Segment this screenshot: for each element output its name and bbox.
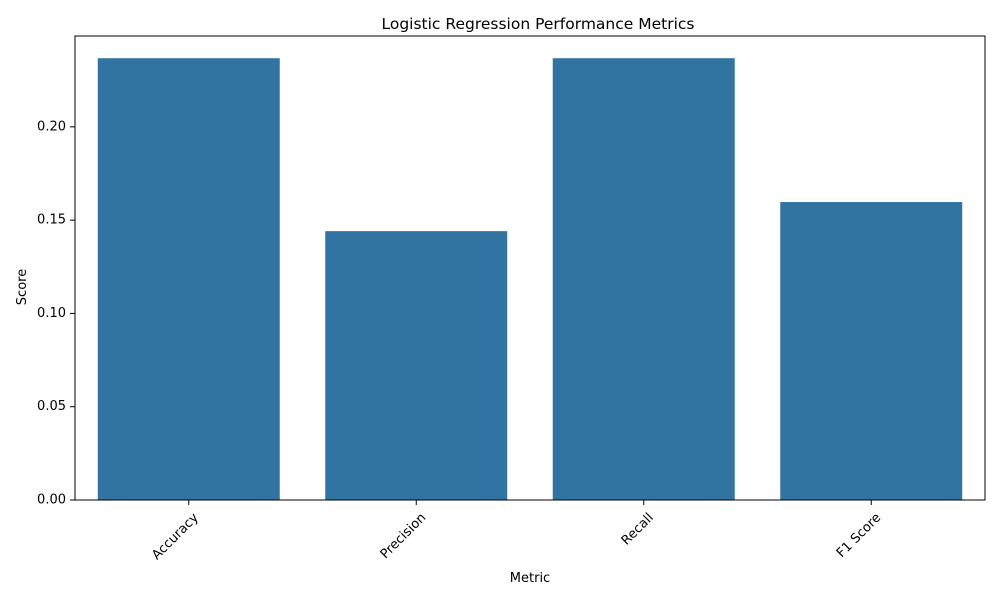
y-tick-label: 0.15 bbox=[37, 213, 66, 228]
bar-accuracy bbox=[97, 58, 280, 501]
bar-f1-score bbox=[780, 202, 963, 501]
x-tick-label: Recall bbox=[619, 510, 657, 548]
x-axis-label: Metric bbox=[510, 571, 550, 586]
y-axis-ticks: 0.00 0.05 0.10 0.15 0.20 bbox=[37, 119, 75, 508]
bar-recall bbox=[552, 58, 735, 501]
bar-precision bbox=[325, 231, 508, 500]
plot-frame bbox=[74, 35, 986, 501]
y-axis-label: Score bbox=[15, 269, 30, 305]
chart-title: Logistic Regression Performance Metrics bbox=[381, 15, 694, 33]
y-tick-label: 0.05 bbox=[37, 399, 66, 414]
y-tick-label: 0.10 bbox=[37, 306, 66, 321]
bars-group bbox=[97, 58, 963, 501]
x-tick-label: Accuracy bbox=[149, 510, 202, 563]
x-tick-label: Precision bbox=[378, 510, 430, 562]
x-axis-ticks: Accuracy Precision Recall F1 Score bbox=[149, 500, 884, 563]
y-tick-label: 0.20 bbox=[37, 119, 66, 134]
y-tick-label: 0.00 bbox=[37, 493, 66, 508]
x-tick-label: F1 Score bbox=[834, 510, 884, 560]
